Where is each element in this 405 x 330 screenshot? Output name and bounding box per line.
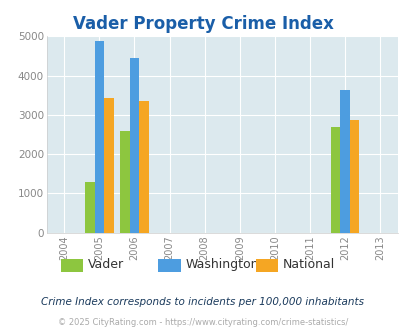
Bar	[104, 98, 113, 233]
Bar	[349, 120, 358, 233]
Text: © 2025 CityRating.com - https://www.cityrating.com/crime-statistics/: © 2025 CityRating.com - https://www.city…	[58, 318, 347, 327]
Bar	[94, 41, 104, 233]
Bar	[330, 127, 340, 233]
Bar	[85, 182, 94, 233]
Text: Washington: Washington	[185, 258, 258, 272]
Bar	[120, 131, 130, 233]
Text: Crime Index corresponds to incidents per 100,000 inhabitants: Crime Index corresponds to incidents per…	[41, 297, 364, 307]
Text: Vader: Vader	[88, 258, 124, 272]
Bar	[130, 57, 139, 233]
Bar	[139, 102, 148, 233]
Bar	[340, 90, 349, 233]
Text: Vader Property Crime Index: Vader Property Crime Index	[72, 15, 333, 33]
Text: National: National	[282, 258, 335, 272]
